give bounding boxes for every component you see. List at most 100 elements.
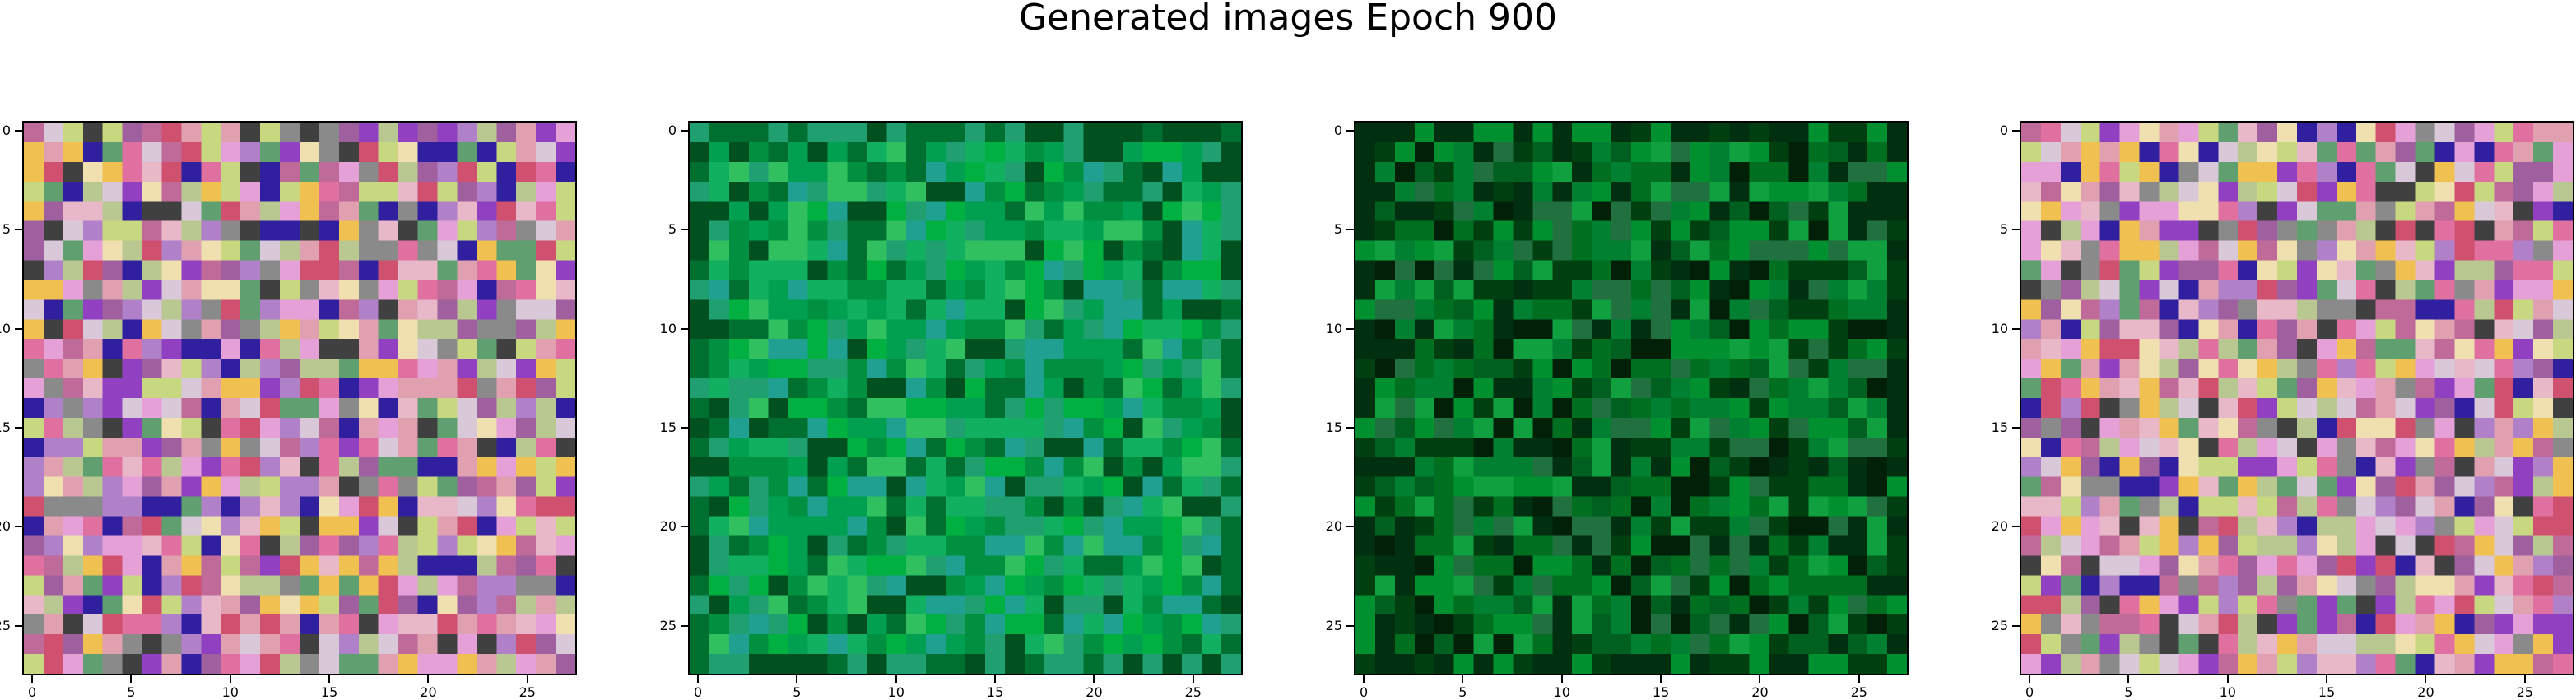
y-tick (2012, 624, 2020, 627)
x-tick (1660, 675, 1662, 683)
y-tick-label: 0 (667, 123, 677, 139)
y-tick (15, 427, 22, 429)
image-canvas-2 (688, 121, 1243, 675)
generated-image-4: 0 0 5 5 10 10 15 15 20 20 25 25 (1992, 121, 2574, 700)
x-tick (427, 675, 430, 683)
x-tick-label: 0 (1359, 684, 1369, 700)
y-tick-label: 15 (659, 420, 677, 436)
x-tick-label: 20 (1086, 684, 1103, 700)
x-tick-label: 25 (2516, 684, 2533, 700)
x-tick-label: 10 (887, 684, 904, 700)
generated-image-2: 0 0 5 5 10 10 15 15 20 20 25 25 (660, 121, 1243, 700)
y-tick-label: 25 (1325, 617, 1342, 633)
x-tick-label: 15 (986, 684, 1004, 700)
y-tick-label: 10 (0, 320, 11, 336)
y-tick (1346, 526, 1354, 528)
x-tick-label: 10 (2219, 684, 2236, 700)
x-tick-label: 0 (2025, 684, 2034, 700)
x-tick (2523, 675, 2526, 683)
y-tick (681, 427, 688, 429)
x-tick (2029, 675, 2031, 683)
x-tick-label: 25 (518, 684, 536, 700)
y-tick-label: 15 (1991, 420, 2008, 436)
x-tick (994, 675, 997, 683)
x-tick (1093, 675, 1095, 683)
x-tick-label: 10 (1553, 684, 1570, 700)
y-tick (681, 229, 688, 231)
y-tick (681, 526, 688, 528)
y-tick-label: 10 (1991, 320, 2008, 336)
y-tick-label: 5 (667, 221, 677, 238)
y-tick (1346, 327, 1354, 330)
image-canvas-3 (1354, 121, 1909, 675)
x-tick-label: 20 (420, 684, 437, 700)
x-tick (2226, 675, 2229, 683)
y-tick (15, 526, 22, 528)
x-tick (130, 675, 133, 683)
x-tick-label: 25 (1184, 684, 1202, 700)
x-tick (328, 675, 331, 683)
x-tick-label: 20 (1751, 684, 1769, 700)
x-tick (2326, 675, 2328, 683)
y-tick (15, 130, 22, 132)
x-tick-label: 10 (221, 684, 239, 700)
y-tick (2012, 130, 2020, 132)
y-tick (15, 229, 22, 231)
x-tick-label: 20 (2417, 684, 2434, 700)
y-tick (1346, 427, 1354, 429)
x-tick-label: 5 (2124, 684, 2133, 700)
x-tick (796, 675, 798, 683)
generated-image-1: 0 0 5 5 10 10 15 15 20 20 25 25 (0, 121, 577, 700)
image-canvas-4 (2020, 121, 2574, 675)
x-tick (1858, 675, 1860, 683)
y-tick-label: 10 (1325, 320, 1342, 336)
y-tick (2012, 229, 2020, 231)
image-canvas-1 (22, 121, 577, 675)
y-tick-label: 15 (0, 420, 11, 436)
x-tick (1759, 675, 1761, 683)
x-tick (2425, 675, 2427, 683)
y-tick (2012, 526, 2020, 528)
y-tick (681, 327, 688, 330)
y-tick (1346, 130, 1354, 132)
y-tick-label: 15 (1325, 420, 1342, 436)
x-tick (229, 675, 231, 683)
y-tick-label: 20 (1991, 518, 2008, 535)
x-tick (1363, 675, 1365, 683)
y-tick-label: 5 (2, 221, 11, 238)
y-tick-label: 0 (2, 123, 11, 139)
x-tick-label: 15 (2318, 684, 2336, 700)
x-tick-label: 0 (693, 684, 703, 700)
figure-title: Generated images Epoch 900 (1018, 0, 1558, 39)
x-tick (2127, 675, 2130, 683)
generated-image-3: 0 0 5 5 10 10 15 15 20 20 25 25 (1326, 121, 1909, 700)
y-tick-label: 20 (0, 518, 11, 535)
x-tick (1192, 675, 1194, 683)
y-tick (681, 130, 688, 132)
x-tick-label: 0 (27, 684, 37, 700)
y-tick-label: 25 (1991, 617, 2008, 633)
y-tick-label: 0 (1999, 123, 2008, 139)
y-tick (15, 327, 22, 330)
x-tick (895, 675, 897, 683)
x-tick (1462, 675, 1464, 683)
y-tick (15, 624, 22, 627)
y-tick-label: 25 (0, 617, 11, 633)
y-tick (1346, 624, 1354, 627)
y-tick (2012, 427, 2020, 429)
y-tick (681, 624, 688, 627)
y-tick (2012, 327, 2020, 330)
y-tick-label: 20 (1325, 518, 1342, 535)
x-tick-label: 15 (1652, 684, 1670, 700)
x-tick (31, 675, 34, 683)
x-tick-label: 25 (1850, 684, 1867, 700)
y-tick (1346, 229, 1354, 231)
y-tick-label: 10 (659, 320, 677, 336)
x-tick-label: 5 (127, 684, 136, 700)
y-tick-label: 5 (1999, 221, 2008, 238)
x-tick-label: 5 (1458, 684, 1467, 700)
x-tick (1560, 675, 1563, 683)
x-tick-label: 5 (793, 684, 802, 700)
x-tick-label: 15 (320, 684, 338, 700)
y-tick-label: 0 (1333, 123, 1342, 139)
